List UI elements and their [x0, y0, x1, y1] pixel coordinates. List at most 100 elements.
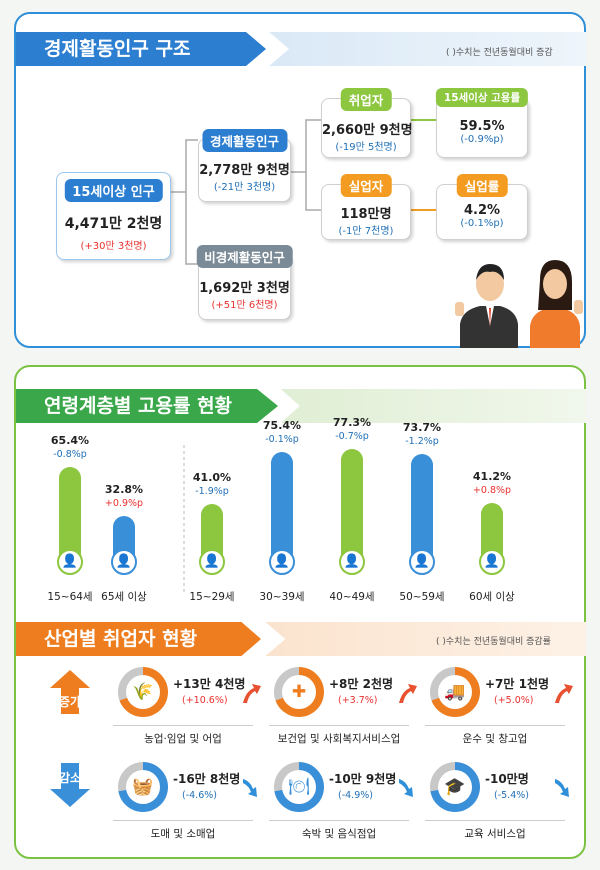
pop15-box: 15세이상 인구 4,471만 2천명 (+30만 3천명)	[56, 172, 171, 260]
person-document-icon: 👤	[479, 549, 505, 575]
industry-change: (-4.6%)	[182, 790, 217, 801]
basket-icon: 🧺	[126, 770, 160, 804]
increase-label: 증가	[58, 695, 82, 709]
industry-name: 운수 및 창고업	[462, 733, 528, 745]
age-change-label: -0.8%p	[53, 448, 87, 460]
industry-divider	[425, 820, 565, 821]
emp-rate-label: 15세이상 고용률	[435, 88, 529, 107]
graduation-cap-icon: 🎓	[438, 770, 472, 804]
age-chart-divider	[183, 445, 185, 595]
pop15-change: (+30만 3천명)	[80, 241, 147, 252]
industry-value: -10만명	[485, 772, 529, 786]
unemployed-change: (-1만 7천명)	[338, 226, 394, 237]
age-bar	[271, 451, 293, 565]
person-document-icon: 👤	[57, 549, 83, 575]
unemployed-value: 118만명	[340, 207, 392, 222]
age-value-label: 41.0%	[192, 470, 232, 484]
unemp-rate-box: 실업률 4.2% (-0.1%p)	[436, 174, 528, 240]
trend-down-arrow-icon	[399, 779, 413, 797]
employed-value: 2,660만 9천명	[322, 123, 413, 138]
industry-change: (+10.6%)	[182, 695, 228, 706]
active-value: 2,778만 9천명	[199, 163, 290, 178]
age-change-label: -0.7%p	[335, 431, 369, 443]
emp-rate-change: (-0.9%p)	[460, 134, 504, 145]
industry-divider	[113, 725, 253, 726]
industry-list: 🌾 +13만 4천명 (+10.6%) 농업·임업 및 어업 ✚ +8만 2천명 (+3.7…	[16, 367, 588, 861]
person-document-icon: 👤	[339, 549, 365, 575]
industry-value: +8만 2천명	[329, 677, 394, 691]
inactive-value: 1,692만 3천명	[199, 281, 290, 296]
age-industry-panel: 연령계층별 고용률 현황 👤 65.4% -0.8%p 15~64세 👤 32.8% +0.…	[14, 365, 586, 859]
age-category-label: 60세 이상	[469, 591, 515, 603]
age-change-label: +0.9%p	[104, 497, 144, 509]
industry-donut: 🧺	[118, 762, 168, 812]
age-category-label: 50~59세	[399, 591, 445, 603]
industry-donut: 🍽	[274, 762, 324, 812]
unemp-rate-label: 실업률	[456, 174, 508, 197]
industry-change: (+5.0%)	[494, 695, 534, 706]
age-value-label: 32.8%	[104, 482, 144, 496]
industry-title-tail	[265, 622, 586, 656]
active-change: (-21만 3천명)	[213, 182, 276, 193]
industry-name: 도매 및 소매업	[150, 828, 216, 840]
industry-change: (-4.9%)	[338, 790, 373, 801]
employed-change: (-19만 5천명)	[335, 142, 397, 153]
age-value-label: 65.4%	[50, 433, 90, 447]
age-chart: 👤 65.4% -0.8%p 15~64세 👤 32.8% +0.9%p 65세 이상 👤 41.…	[16, 367, 588, 617]
age-value-label: 41.2%	[472, 470, 512, 484]
age-value-label: 77.3%	[332, 416, 372, 430]
inactive-label: 비경제활동인구	[196, 245, 293, 268]
mascot-illustration	[455, 260, 583, 348]
industry-divider	[269, 820, 409, 821]
industry-value: +13만 4천명	[173, 677, 246, 691]
trend-up-arrow-icon	[555, 684, 573, 703]
age-category-label: 40~49세	[329, 591, 375, 603]
pop15-label: 15세이상 인구	[64, 179, 163, 202]
industry-name: 농업·임업 및 어업	[144, 733, 222, 745]
decrease-arrow-icon	[50, 763, 90, 807]
industry-donut: 🌾	[118, 667, 168, 717]
structure-panel: 경제활동인구 구조 ( )수치는 전년동월대비 증감 15세이상 인구 4,47…	[14, 12, 586, 348]
industry-name: 숙박 및 음식점업	[301, 828, 377, 840]
age-value-label: 73.7%	[402, 421, 442, 435]
age-title: 연령계층별 고용률 현황	[16, 389, 278, 423]
age-category-label: 30~39세	[259, 591, 305, 603]
industry-divider	[113, 820, 253, 821]
industry-note: ( )수치는 전년동월대비 증감률	[436, 637, 551, 647]
age-category-label: 15~29세	[189, 591, 235, 603]
industry-value: +7만 1천명	[485, 677, 550, 691]
person-document-icon: 👤	[111, 549, 137, 575]
unemployed-box: 실업자 118만명 (-1만 7천명)	[321, 174, 411, 240]
age-value-label: 75.4%	[262, 418, 302, 432]
structure-title-tail	[269, 32, 586, 66]
unemployed-label: 실업자	[340, 174, 392, 197]
increase-arrow-icon	[50, 670, 90, 714]
active-box: 경제활동인구 2,778만 9천명 (-21만 3천명)	[198, 129, 291, 202]
industry-value: -16만 8천명	[173, 772, 241, 786]
employed-box: 취업자 2,660만 9천명 (-19만 5천명)	[321, 88, 413, 158]
age-change-label: -1.2%p	[405, 436, 439, 448]
decrease-label: 감소	[58, 771, 82, 785]
truck-icon: 🚚	[438, 675, 472, 709]
industry-change: (-5.4%)	[494, 790, 529, 801]
trend-down-arrow-icon	[555, 779, 569, 797]
dining-icon: 🍽	[282, 770, 316, 804]
industry-donut: 🚚	[430, 667, 480, 717]
structure-title: 경제활동인구 구조	[16, 32, 266, 66]
emp-rate-value: 59.5%	[459, 119, 505, 134]
active-label: 경제활동인구	[201, 129, 288, 152]
industry-name: 교육 서비스업	[464, 828, 526, 840]
industry-donut: ✚	[274, 667, 324, 717]
age-title-tail	[280, 389, 586, 423]
industry-value: -10만 9천명	[329, 772, 397, 786]
emp-rate-box: 15세이상 고용률 59.5% (-0.9%p)	[435, 88, 529, 158]
industry-title: 산업별 취업자 현황	[16, 622, 261, 656]
industry-donut: 🎓	[430, 762, 480, 812]
age-bar	[411, 454, 433, 565]
age-category-label: 65세 이상	[101, 591, 147, 603]
pop15-value: 4,471만 2천명	[64, 216, 163, 232]
inactive-box: 비경제활동인구 1,692만 3천명 (+51만 6천명)	[196, 245, 293, 320]
age-change-label: -0.1%p	[265, 433, 299, 445]
industry-divider	[269, 725, 409, 726]
medical-kit-icon: ✚	[282, 675, 316, 709]
